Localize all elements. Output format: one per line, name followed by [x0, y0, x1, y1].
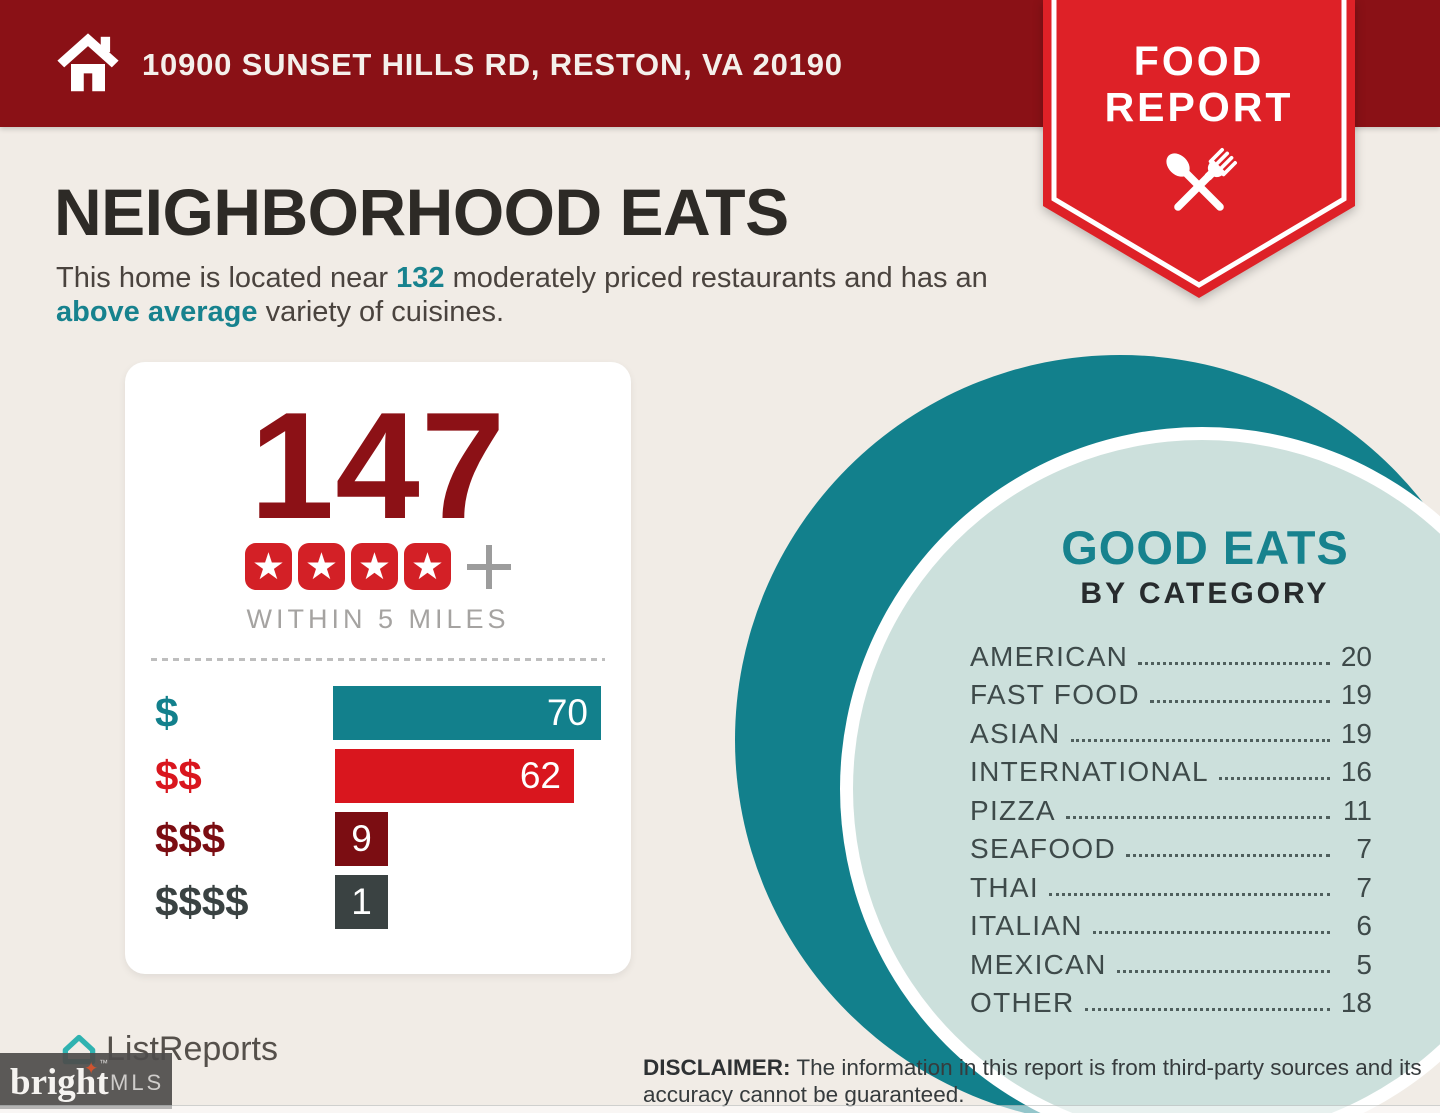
- price-bar-chart: $70 $$ 62 $$$ 9 $$$$ 1: [155, 686, 601, 938]
- dotted-leader: [1092, 931, 1330, 934]
- price-bar-value: 9: [351, 818, 372, 859]
- category-row: INTERNATIONAL 16: [970, 749, 1372, 788]
- price-bar-row: $$ 62: [155, 749, 601, 803]
- badge-ribbon-shape: [1043, 0, 1355, 298]
- restaurant-count: 147: [249, 381, 507, 551]
- star-icon: ★: [245, 543, 292, 590]
- dotted-leader: [1048, 892, 1330, 896]
- price-tier-label: $$$$: [155, 878, 249, 925]
- badge-line1: FOOD: [1133, 38, 1265, 84]
- property-address: 10900 SUNSET HILLS RD, RESTON, VA 20190: [142, 47, 843, 82]
- dotted-leader: [1070, 738, 1330, 742]
- price-bar-row: $$$ 9: [155, 812, 601, 866]
- category-value: 20: [1340, 640, 1372, 672]
- food-report-badge: FOOD REPORT: [1043, 0, 1355, 300]
- category-label: PIZZA: [970, 794, 1056, 826]
- price-bar-row: $$$$ 1: [155, 875, 601, 929]
- dotted-leader: [1084, 1008, 1330, 1011]
- star-icon: ★: [404, 543, 451, 590]
- dotted-leader: [1138, 661, 1330, 665]
- variety-highlight: above average: [56, 295, 258, 328]
- category-label: THAI: [970, 871, 1039, 903]
- price-bar: 9: [335, 812, 388, 866]
- category-value: 6: [1356, 910, 1372, 941]
- price-bar-value: 62: [519, 755, 561, 796]
- plus-icon: [467, 544, 511, 589]
- category-row: AMERICAN 20: [970, 633, 1372, 672]
- star-rating-row: ★ ★ ★ ★: [125, 543, 631, 590]
- crossed-spoon-fork-icon: [1166, 148, 1237, 211]
- price-bar: 1: [335, 875, 388, 929]
- category-row: MEXICAN 5: [970, 941, 1372, 980]
- house-icon: [57, 33, 119, 92]
- subtitle-text: variety of cuisines.: [257, 295, 505, 328]
- mls-wordmark: MLS: [110, 1070, 165, 1095]
- category-row: FAST FOOD 19: [970, 672, 1372, 711]
- divider: [151, 658, 605, 661]
- dotted-leader: [1126, 854, 1330, 857]
- good-eats-inner-circle: [853, 440, 1440, 1113]
- trademark-symbol: ™: [99, 1058, 108, 1068]
- category-value: 11: [1342, 794, 1372, 826]
- star-icon: ★: [351, 543, 398, 590]
- category-list: AMERICAN 20 FAST FOOD 19 ASIAN 19 INTERNATIONA…: [970, 633, 1372, 1018]
- category-value: 19: [1340, 679, 1372, 710]
- category-label: MEXICAN: [970, 948, 1107, 980]
- good-eats-title: GOOD EATS: [1061, 521, 1349, 574]
- category-row: SEAFOOD 7: [970, 826, 1372, 865]
- price-tier-label: $: [155, 689, 179, 736]
- star-icon: ★: [298, 543, 345, 590]
- bright-mls-logo: bright ✦ ™ MLS: [0, 1053, 172, 1109]
- category-label: AMERICAN: [970, 640, 1129, 672]
- category-label: ASIAN: [970, 717, 1061, 749]
- dotted-leader: [1218, 777, 1330, 780]
- badge-line2: REPORT: [1104, 84, 1294, 130]
- good-eats-panel: GOOD EATS BY CATEGORY AMERICAN 20 FAST FOO…: [970, 520, 1372, 1018]
- category-row: ASIAN 19: [970, 710, 1372, 749]
- category-row: THAI 7: [970, 864, 1372, 903]
- category-value: 5: [1356, 948, 1372, 980]
- category-label: SEAFOOD: [970, 833, 1117, 864]
- category-label: FAST FOOD: [970, 679, 1140, 710]
- category-row: OTHER 18: [970, 980, 1372, 1019]
- bright-wordmark: bright: [10, 1062, 109, 1103]
- price-bar-value: 1: [351, 881, 372, 922]
- category-label: OTHER: [970, 987, 1075, 1018]
- price-bar: 70: [333, 686, 601, 740]
- category-value: 16: [1340, 756, 1372, 787]
- price-bar-value: 70: [546, 692, 588, 733]
- category-label: ITALIAN: [970, 910, 1083, 941]
- badge-title: FOOD REPORT: [1043, 38, 1355, 130]
- disclaimer-text: The information in this report is from t…: [643, 1054, 1422, 1107]
- restaurant-count-highlight: 132: [396, 262, 445, 294]
- disclaimer: DISCLAIMER: The information in this repo…: [643, 1054, 1440, 1109]
- category-value: 18: [1340, 987, 1372, 1018]
- dotted-leader: [1116, 969, 1330, 973]
- category-value: 19: [1340, 717, 1372, 749]
- category-row: PIZZA 11: [970, 787, 1372, 826]
- category-label: INTERNATIONAL: [970, 756, 1209, 787]
- price-tier-label: $$$: [155, 815, 226, 862]
- dotted-leader: [1149, 700, 1330, 703]
- subtitle-text: This home is located near: [56, 262, 397, 294]
- disclaimer-label: DISCLAIMER:: [643, 1054, 791, 1080]
- price-bar-row: $70: [155, 686, 601, 740]
- restaurant-stats-card: 147 ★ ★ ★ ★ WITHIN 5 MILES $70 $$ 62 $$$ 9 $$$$ 1: [125, 362, 631, 974]
- bottom-strip: [0, 1105, 1440, 1113]
- subtitle-text: moderately priced restaurants and has an: [444, 262, 988, 294]
- hero-subtitle: This home is located near 132 moderately…: [56, 262, 1006, 330]
- bright-star-icon: ✦: [84, 1059, 99, 1078]
- page-title: NEIGHBORHOOD EATS: [54, 175, 789, 249]
- price-bar: 62: [335, 749, 574, 803]
- radius-label: WITHIN 5 MILES: [246, 604, 510, 634]
- category-value: 7: [1356, 871, 1372, 903]
- good-eats-subtitle: BY CATEGORY: [1080, 577, 1330, 610]
- price-tier-label: $$: [155, 752, 202, 799]
- category-value: 7: [1356, 833, 1372, 864]
- category-row: ITALIAN 6: [970, 903, 1372, 942]
- dotted-leader: [1065, 815, 1330, 819]
